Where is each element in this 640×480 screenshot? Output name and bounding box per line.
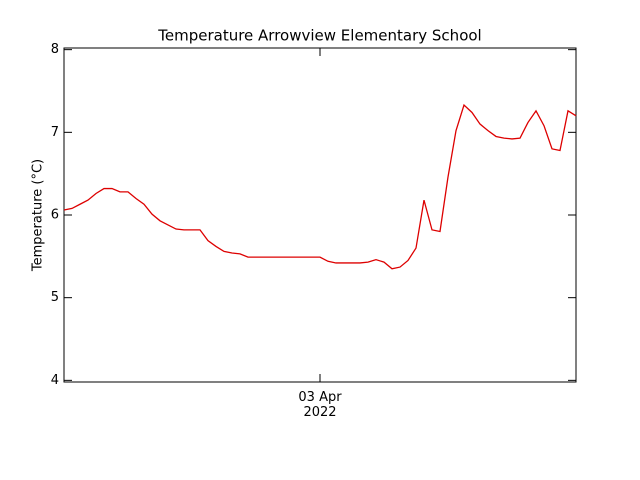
- y-tick-label: 8: [51, 42, 59, 57]
- temperature-line: [63, 103, 577, 270]
- y-tick-label: 6: [51, 208, 59, 223]
- chart-title: Temperature Arrowview Elementary School: [157, 27, 481, 45]
- y-tick-label: 5: [51, 290, 59, 305]
- plot-frame: [63, 47, 577, 383]
- y-axis-label: Temperature (°C): [31, 159, 46, 272]
- x-tick-label: 03 Apr 2022: [298, 390, 342, 420]
- y-tick-label: 7: [51, 125, 59, 140]
- y-tick-label: 4: [51, 373, 59, 388]
